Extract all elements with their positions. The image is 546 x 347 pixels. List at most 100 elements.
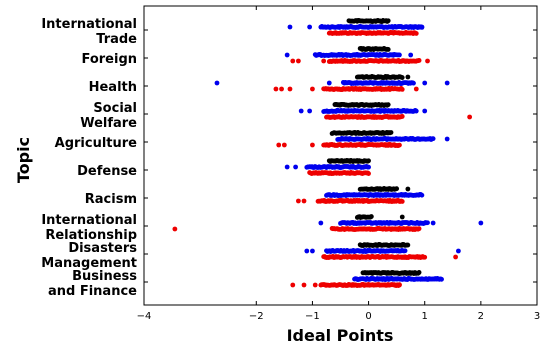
outlier-point-red xyxy=(312,282,318,288)
point-red xyxy=(397,142,402,148)
outlier-point-blue xyxy=(408,52,414,58)
point-blue xyxy=(419,192,425,198)
point-blue xyxy=(425,220,430,226)
point-black xyxy=(385,47,391,52)
outlier-point-blue xyxy=(304,248,310,254)
outlier-point-blue xyxy=(214,80,220,86)
point-red xyxy=(422,254,428,260)
category-label: Defense xyxy=(77,164,137,179)
category-label: International xyxy=(41,17,137,32)
point-red xyxy=(366,171,371,176)
outlier-point-blue xyxy=(422,108,428,114)
point-red xyxy=(399,114,405,119)
outlier-point-blue xyxy=(310,248,315,254)
point-red xyxy=(416,226,422,232)
outlier-point-red xyxy=(295,198,301,204)
outlier-point-red xyxy=(397,282,402,288)
outlier-point-red xyxy=(290,58,296,64)
category-label: International xyxy=(41,213,137,228)
point-black xyxy=(405,242,411,248)
outlier-point-red xyxy=(402,58,408,64)
plot-frame xyxy=(143,5,538,306)
outlier-point-blue xyxy=(478,220,484,226)
point-black xyxy=(416,270,422,275)
outlier-point-red xyxy=(413,86,419,92)
x-tick-label: −1 xyxy=(305,311,320,322)
point-red xyxy=(399,87,405,92)
point-blue xyxy=(366,164,371,170)
category-label: Disasters xyxy=(68,241,137,256)
outlier-point-red xyxy=(467,114,473,120)
outlier-point-blue xyxy=(326,80,332,86)
category-label: Business xyxy=(72,269,137,284)
category-label: Relationship xyxy=(45,228,137,243)
outlier-point-blue xyxy=(444,136,450,142)
outlier-point-red xyxy=(172,226,178,232)
outlier-point-blue xyxy=(419,24,425,30)
category-label: Agriculture xyxy=(55,136,138,151)
point-blue xyxy=(430,136,436,142)
x-axis-label: Ideal Points xyxy=(287,326,394,345)
outlier-point-red xyxy=(321,58,327,64)
point-blue xyxy=(411,80,416,86)
outlier-point-black xyxy=(405,186,411,192)
category-label: Foreign xyxy=(81,52,137,67)
point-black xyxy=(394,186,400,192)
outlier-point-red xyxy=(453,254,458,260)
outlier-point-red xyxy=(310,86,315,92)
data-points xyxy=(172,18,484,288)
point-blue xyxy=(402,248,408,254)
outlier-point-red xyxy=(287,86,293,92)
point-black xyxy=(399,75,405,80)
point-black xyxy=(388,130,394,135)
category-label: Health xyxy=(89,80,137,95)
outlier-point-red xyxy=(310,142,315,148)
outlier-point-black xyxy=(405,74,411,80)
category-label: Management xyxy=(41,256,137,271)
outlier-point-red xyxy=(276,142,282,148)
x-tick-label: −2 xyxy=(249,311,264,322)
outlier-point-blue xyxy=(307,108,313,114)
outlier-point-blue xyxy=(444,80,450,86)
outlier-point-red xyxy=(324,282,329,288)
outlier-point-blue xyxy=(307,24,313,30)
point-red xyxy=(399,199,405,204)
outlier-point-red xyxy=(273,86,279,92)
x-tick-label: 3 xyxy=(534,311,540,322)
outlier-point-red xyxy=(290,282,296,288)
point-black xyxy=(368,214,374,219)
point-red xyxy=(416,58,422,63)
point-black xyxy=(385,18,391,24)
outlier-point-blue xyxy=(456,248,461,254)
category-label: Trade xyxy=(96,32,137,47)
outlier-point-blue xyxy=(293,164,298,170)
category-label: Racism xyxy=(85,192,137,207)
category-label: and Finance xyxy=(48,284,137,299)
x-tick-label: 1 xyxy=(422,311,428,322)
category-label: Welfare xyxy=(80,116,137,131)
outlier-point-blue xyxy=(287,24,293,30)
outlier-point-blue xyxy=(284,164,290,170)
category-labels: InternationalTradeForeignHealthSocialWel… xyxy=(41,17,137,299)
outlier-point-red xyxy=(281,142,287,148)
x-tick-label: 0 xyxy=(365,311,371,322)
category-label: Social xyxy=(93,101,137,116)
outlier-point-red xyxy=(279,86,284,92)
outlier-point-blue xyxy=(298,108,304,114)
outlier-point-blue xyxy=(430,220,436,226)
x-axis-ticks: −4 −2 −1 0 1 2 3 xyxy=(137,6,540,322)
point-blue xyxy=(439,276,444,282)
outlier-point-blue xyxy=(422,80,428,86)
x-tick-label: −4 xyxy=(137,311,152,322)
point-black xyxy=(366,158,371,164)
outlier-point-red xyxy=(301,282,307,288)
point-blue xyxy=(397,52,402,58)
y-axis-label: Topic xyxy=(14,137,33,183)
outlier-point-blue xyxy=(284,52,290,58)
outlier-point-red xyxy=(301,198,307,204)
point-black xyxy=(385,102,391,108)
y-axis-ticks xyxy=(144,29,537,283)
outlier-point-red xyxy=(425,58,430,64)
x-tick-label: 2 xyxy=(478,311,484,322)
